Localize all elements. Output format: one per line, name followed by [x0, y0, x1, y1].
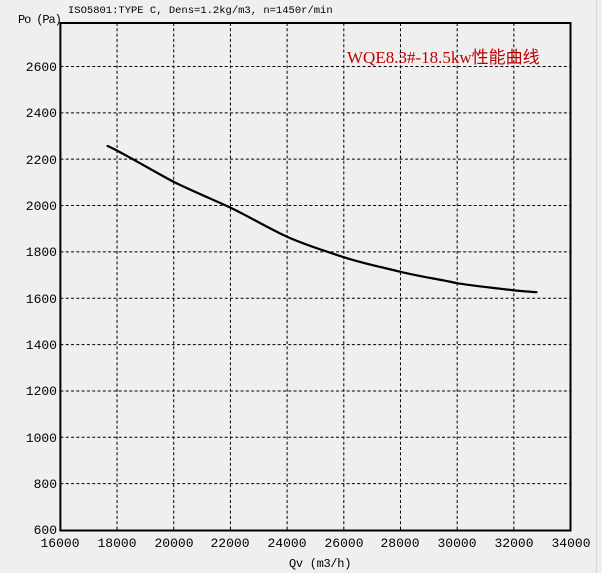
svg-text:34000: 34000	[551, 536, 590, 551]
svg-text:1800: 1800	[26, 245, 57, 260]
svg-text:30000: 30000	[437, 536, 476, 551]
svg-text:16000: 16000	[40, 536, 79, 551]
svg-text:1600: 1600	[26, 292, 57, 307]
svg-text:24000: 24000	[267, 536, 306, 551]
svg-text:2000: 2000	[26, 199, 57, 214]
svg-text:28000: 28000	[380, 536, 419, 551]
svg-text:1000: 1000	[26, 431, 57, 446]
svg-text:18000: 18000	[97, 536, 136, 551]
svg-text:2600: 2600	[26, 60, 57, 75]
svg-text:22000: 22000	[210, 536, 249, 551]
svg-text:2200: 2200	[26, 153, 57, 168]
svg-text:1200: 1200	[26, 384, 57, 399]
svg-text:26000: 26000	[324, 536, 363, 551]
svg-text:32000: 32000	[494, 536, 533, 551]
svg-text:2400: 2400	[26, 106, 57, 121]
svg-text:800: 800	[34, 477, 57, 492]
svg-text:1400: 1400	[26, 338, 57, 353]
svg-text:20000: 20000	[154, 536, 193, 551]
